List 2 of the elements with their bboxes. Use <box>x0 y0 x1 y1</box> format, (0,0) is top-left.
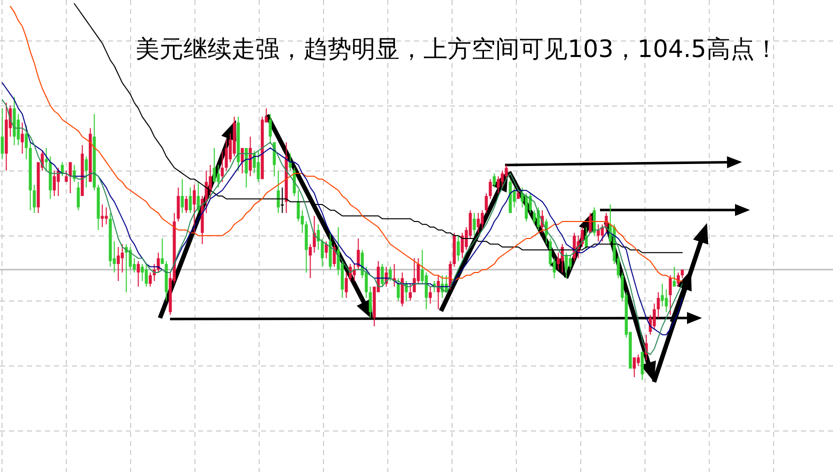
chart-title: 美元继续走强，趋势明显，上方空间可见103，104.5高点！ <box>136 35 778 63</box>
candlestick <box>280 188 284 214</box>
